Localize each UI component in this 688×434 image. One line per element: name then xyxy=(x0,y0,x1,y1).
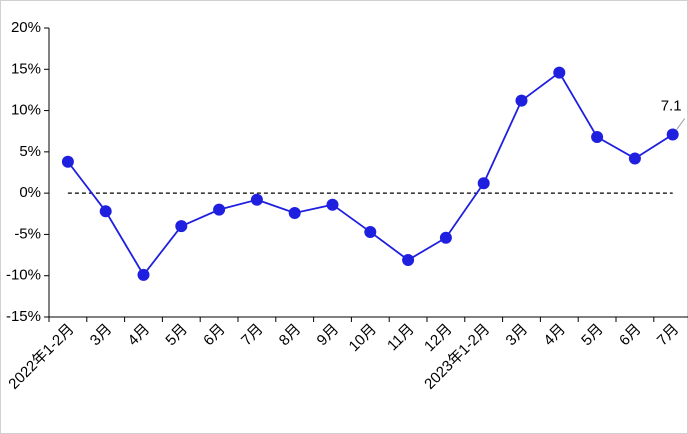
point xyxy=(553,66,566,79)
point xyxy=(591,130,604,143)
y-tick-label: 0% xyxy=(19,184,41,201)
point xyxy=(628,152,641,165)
point xyxy=(402,254,415,267)
y-tick-label: 15% xyxy=(11,60,41,77)
point xyxy=(175,220,188,233)
point xyxy=(288,206,301,219)
point xyxy=(99,205,112,218)
label-leader xyxy=(676,118,686,130)
y-tick-label: 5% xyxy=(19,143,41,160)
point xyxy=(137,268,150,281)
point xyxy=(364,225,377,238)
y-tick-label: -5% xyxy=(14,225,41,242)
value-label: 7.1 xyxy=(661,97,682,114)
point xyxy=(250,193,263,206)
y-tick-label: -15% xyxy=(6,308,41,325)
point xyxy=(439,231,452,244)
point xyxy=(213,203,226,216)
point xyxy=(477,177,490,190)
point xyxy=(61,155,74,168)
point xyxy=(666,128,679,141)
y-tick-label: 10% xyxy=(11,102,41,119)
y-tick-label: 20% xyxy=(11,19,41,36)
y-tick-label: -10% xyxy=(6,267,41,284)
point xyxy=(515,94,528,107)
point xyxy=(326,198,339,211)
